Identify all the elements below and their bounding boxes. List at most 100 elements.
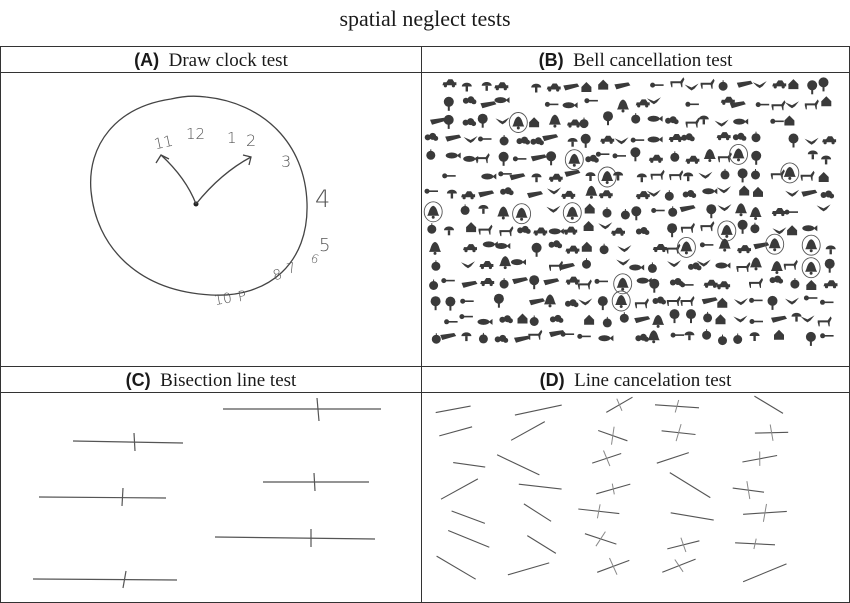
tree-figure	[706, 204, 717, 219]
target-line	[496, 454, 540, 476]
cancel-mark	[675, 423, 682, 442]
bisection-lines	[32, 397, 381, 589]
saw-figure	[509, 173, 526, 181]
cloud-figure	[820, 190, 835, 199]
key-figure	[630, 137, 645, 143]
house-figure	[584, 314, 595, 325]
horse-figure	[804, 99, 819, 110]
key-figure	[478, 136, 492, 142]
apple-figure	[631, 113, 641, 124]
fish-figure	[598, 335, 614, 342]
bird-figure	[614, 137, 629, 145]
fish-figure	[445, 152, 461, 159]
target-line	[669, 472, 711, 499]
cloud-figure	[499, 315, 513, 324]
bell-figure	[770, 261, 783, 274]
bell-figure	[597, 166, 617, 188]
bisection-mark	[122, 570, 127, 589]
tree-figure	[751, 150, 762, 165]
bell-figure	[562, 202, 582, 224]
cancel-mark	[603, 450, 611, 467]
bird-figure	[717, 204, 732, 212]
fish-figure	[562, 102, 578, 109]
horse-figure	[700, 78, 715, 89]
apple-figure	[703, 311, 713, 323]
cloud-figure	[681, 133, 695, 142]
key-figure	[803, 295, 818, 301]
key-figure	[755, 102, 770, 108]
horse-figure	[770, 169, 785, 180]
bell-figure	[613, 273, 633, 295]
cancel-mark	[596, 504, 601, 519]
clock-number: 11	[152, 132, 174, 154]
apple-figure	[599, 243, 609, 255]
panel-c-name: Bisection line test	[160, 370, 297, 391]
clock-number: 2	[246, 131, 256, 150]
target-line	[514, 404, 562, 416]
apple-figure	[426, 149, 436, 160]
tree-figure	[667, 223, 678, 238]
key-figure	[820, 299, 834, 305]
clock-number: 7	[285, 260, 298, 278]
key-figure	[577, 333, 591, 339]
horse-figure	[634, 298, 649, 309]
mushroom-figure	[698, 115, 709, 125]
cloud-figure	[462, 118, 477, 127]
car-figure	[565, 276, 580, 285]
house-figure	[806, 280, 817, 290]
tree-figure	[546, 151, 557, 166]
cloud-figure	[516, 136, 530, 145]
horse-figure	[666, 243, 681, 254]
apple-figure	[579, 117, 589, 129]
mushroom-figure	[684, 331, 695, 341]
mushroom-figure	[478, 205, 489, 214]
apple-figure	[429, 279, 439, 290]
apple-figure	[431, 260, 441, 271]
bell-figure	[617, 99, 629, 113]
horse-figure	[680, 296, 695, 306]
bisection-mark	[133, 432, 136, 452]
tree-figure	[649, 278, 660, 293]
bell-figure	[548, 114, 561, 128]
clock-number: 5	[319, 235, 330, 256]
bird-figure	[546, 205, 561, 213]
clock-number: 6	[309, 251, 321, 267]
car-figure	[463, 244, 477, 253]
car-figure	[565, 245, 580, 254]
cloud-figure	[517, 225, 531, 234]
horse-figure	[685, 117, 700, 128]
target-line	[527, 535, 557, 554]
apple-figure	[602, 207, 612, 218]
row-divider	[1, 366, 849, 367]
bell-figure	[718, 238, 731, 252]
bird-figure	[785, 297, 799, 305]
mushroom-figure	[481, 82, 492, 91]
clock-drawing: 11 12 1 2 3 4 5 6 8 7 10 P	[90, 95, 330, 309]
apple-figure	[718, 80, 728, 91]
car-figure	[600, 135, 615, 144]
fish-figure	[629, 264, 645, 271]
horse-figure	[817, 316, 832, 327]
tree-figure	[824, 258, 835, 273]
cloud-figure	[548, 240, 563, 249]
panel-d-letter: (D)	[539, 370, 565, 390]
cloud-figure	[565, 299, 579, 308]
house-figure	[787, 225, 798, 236]
apple-figure	[460, 204, 470, 215]
tree-figure	[788, 133, 799, 148]
tests-grid: (A) Draw clock test (B) Bell cancellatio…	[0, 46, 850, 603]
cancel-mark	[680, 537, 687, 553]
key-figure	[699, 242, 714, 248]
bell-figure	[508, 112, 528, 133]
saw-figure	[430, 117, 446, 125]
key-figure	[424, 188, 438, 194]
mushroom-figure	[821, 155, 832, 165]
bell-figure	[765, 233, 785, 255]
saw-figure	[514, 335, 530, 343]
mushroom-figure	[461, 82, 472, 92]
apple-figure	[720, 168, 730, 180]
bird-figure	[463, 136, 478, 143]
saw-figure	[480, 101, 497, 109]
clock-number: 4	[315, 185, 330, 213]
tree-figure	[805, 331, 816, 346]
